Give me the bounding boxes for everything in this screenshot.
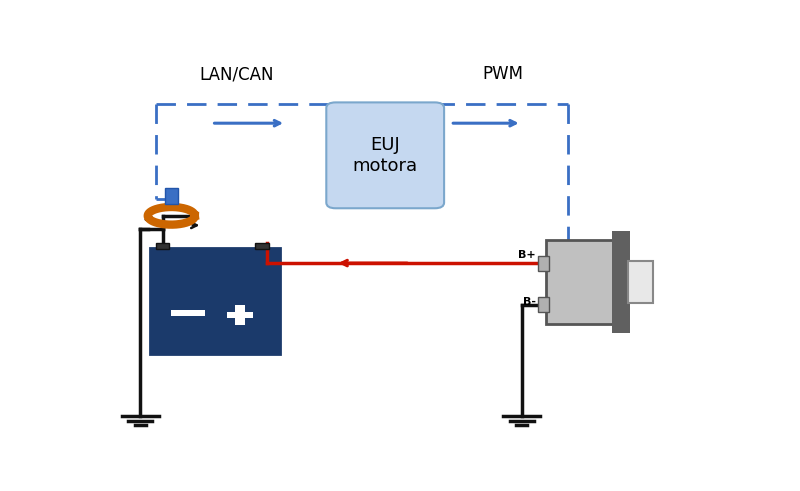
Text: LAN/CAN: LAN/CAN [199, 65, 274, 83]
Bar [227, 312, 253, 318]
Bar [150, 248, 280, 354]
Bar [255, 244, 269, 249]
FancyBboxPatch shape [326, 103, 444, 208]
Bar [171, 310, 206, 316]
Bar [538, 297, 549, 312]
Bar [538, 255, 549, 271]
Bar [165, 188, 178, 204]
Text: PWM: PWM [482, 65, 523, 83]
Text: EUJ
motora: EUJ motora [353, 136, 418, 175]
Bar [628, 261, 653, 303]
Bar [546, 241, 614, 324]
Bar [235, 304, 245, 326]
Text: B-: B- [523, 297, 536, 307]
Text: B+: B+ [518, 250, 536, 260]
Bar [611, 231, 630, 333]
Bar [156, 244, 170, 249]
